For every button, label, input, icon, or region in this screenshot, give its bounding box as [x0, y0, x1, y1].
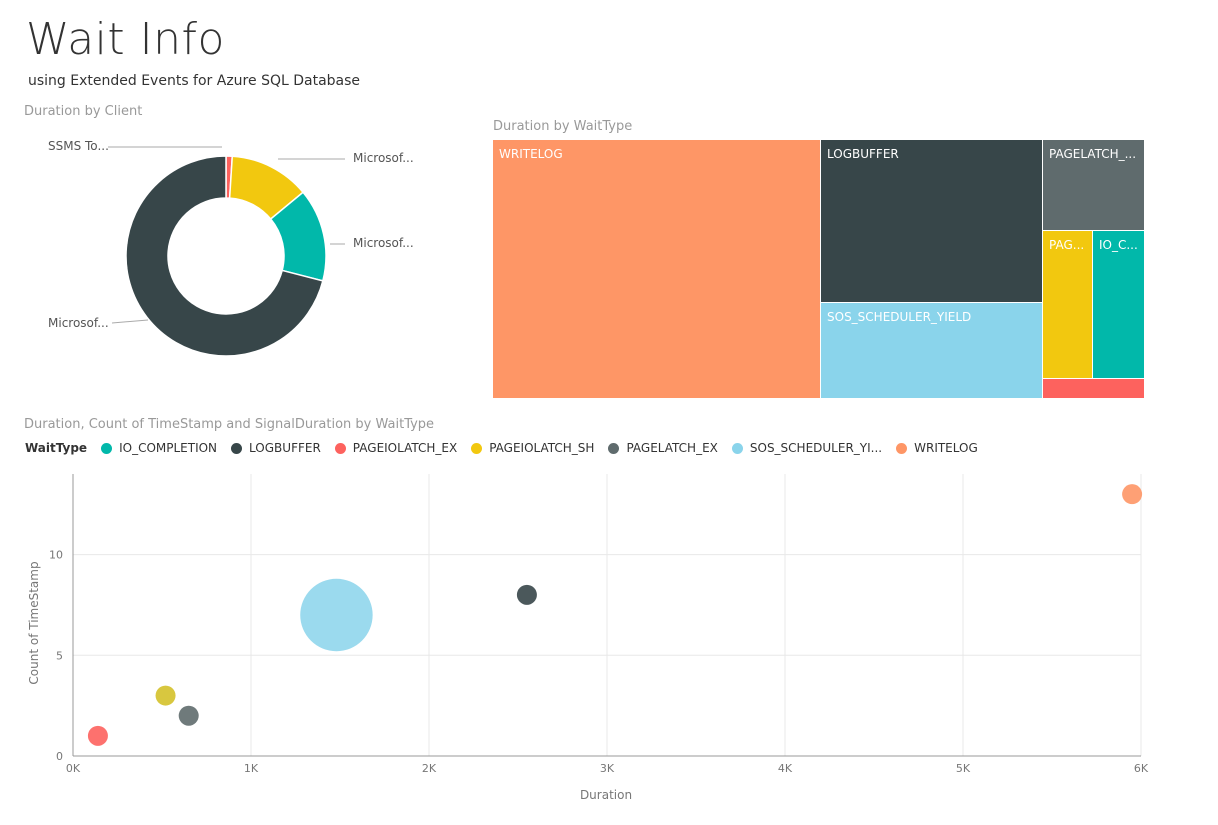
legend-dot-icon [334, 442, 346, 454]
page-subtitle: using Extended Events for Azure SQL Data… [28, 73, 361, 89]
page-title: Wait Info [26, 14, 225, 65]
donut-slice-label: SSMS To... [48, 139, 109, 153]
scatter-title: Duration, Count of TimeStamp and SignalD… [24, 417, 435, 432]
legend-item[interactable]: SOS_SCHEDULER_YI... [731, 441, 883, 455]
scatter-point[interactable] [300, 578, 373, 652]
legend-label: PAGELATCH_EX [626, 441, 718, 455]
x-tick-label: 4K [778, 762, 793, 775]
x-axis-title: Duration [580, 788, 632, 802]
donut-slice-label: Microsof... [353, 151, 414, 165]
x-tick-label: 2K [422, 762, 437, 775]
legend-label: SOS_SCHEDULER_YI... [749, 441, 883, 455]
treemap-title: Duration by WaitType [493, 119, 633, 134]
scatter-point[interactable] [155, 685, 176, 706]
legend-item[interactable]: LOGBUFFER [231, 441, 321, 455]
x-tick-label: 3K [600, 762, 615, 775]
treemap-tile[interactable]: PAGELATCH_... [1043, 140, 1144, 230]
treemap-tile-label: PAGELATCH_... [1049, 147, 1137, 161]
treemap-tile[interactable]: SOS_SCHEDULER_YIELD [821, 303, 1042, 398]
x-tick-label: 6K [1134, 762, 1149, 775]
donut-slice-label: Microsof... [353, 236, 414, 250]
legend-item[interactable]: PAGEIOLATCH_EX [334, 441, 458, 455]
legend-dot-icon [608, 442, 620, 454]
treemap-tile[interactable]: IO_C... [1093, 231, 1144, 378]
x-tick-label: 5K [956, 762, 971, 775]
treemap-chart[interactable]: WRITELOG LOGBUFFER SOS_SCHEDULER_YIELD PAGE… [493, 140, 1144, 398]
scatter-point[interactable] [516, 584, 537, 605]
treemap-tile-label: PAG... [1049, 238, 1085, 252]
treemap-tile[interactable]: WRITELOG [493, 140, 820, 398]
scatter-point[interactable] [1122, 484, 1143, 505]
legend-label: IO_COMPLETION [119, 441, 218, 455]
scatter-point[interactable] [178, 705, 199, 726]
legend-label: PAGEIOLATCH_SH [489, 441, 595, 455]
treemap-tile-label: LOGBUFFER [827, 147, 899, 161]
legend-item[interactable]: PAGEIOLATCH_SH [471, 441, 594, 455]
scatter-point[interactable] [87, 725, 108, 746]
scatter-chart[interactable]: 0K 1K 2K 3K 4K 5K 6K 0 5 10 Duration Count of TimeS… [0, 460, 1218, 825]
legend-title: WaitType [25, 441, 88, 455]
treemap-tile[interactable] [1043, 379, 1144, 398]
donut-slice[interactable] [125, 155, 324, 357]
scatter-legend: WaitType IO_COMPLETION LOGBUFFER PAGEIOLAT… [25, 441, 992, 455]
legend-dot-icon [896, 442, 908, 454]
treemap-tile-label: IO_C... [1099, 238, 1138, 252]
x-tick-label: 0K [66, 762, 81, 775]
donut-slice-label: Microsof... [48, 316, 109, 330]
y-tick-label: 10 [49, 549, 63, 562]
treemap-tile-label: WRITELOG [499, 147, 563, 161]
y-tick-label: 0 [56, 750, 63, 763]
legend-item[interactable]: WRITELOG [896, 441, 978, 455]
legend-dot-icon [731, 442, 743, 454]
legend-dot-icon [101, 442, 113, 454]
legend-label: LOGBUFFER [249, 441, 321, 455]
donut-title: Duration by Client [24, 104, 143, 119]
treemap-tile-label: SOS_SCHEDULER_YIELD [827, 310, 972, 324]
treemap-tile[interactable]: PAG... [1043, 231, 1092, 378]
x-tick-label: 1K [244, 762, 259, 775]
treemap-tile[interactable]: LOGBUFFER [821, 140, 1042, 302]
legend-dot-icon [471, 442, 483, 454]
donut-chart[interactable]: SSMS To... Microsof... Microsof... Microsof… [0, 120, 460, 380]
legend-dot-icon [231, 442, 243, 454]
legend-item[interactable]: IO_COMPLETION [101, 441, 217, 455]
legend-label: PAGEIOLATCH_EX [352, 441, 458, 455]
donut-leader-line [111, 319, 149, 324]
y-tick-label: 5 [56, 649, 63, 662]
legend-label: WRITELOG [914, 441, 978, 455]
legend-item[interactable]: PAGELATCH_EX [608, 441, 718, 455]
y-axis-title: Count of TimeStamp [27, 561, 41, 684]
